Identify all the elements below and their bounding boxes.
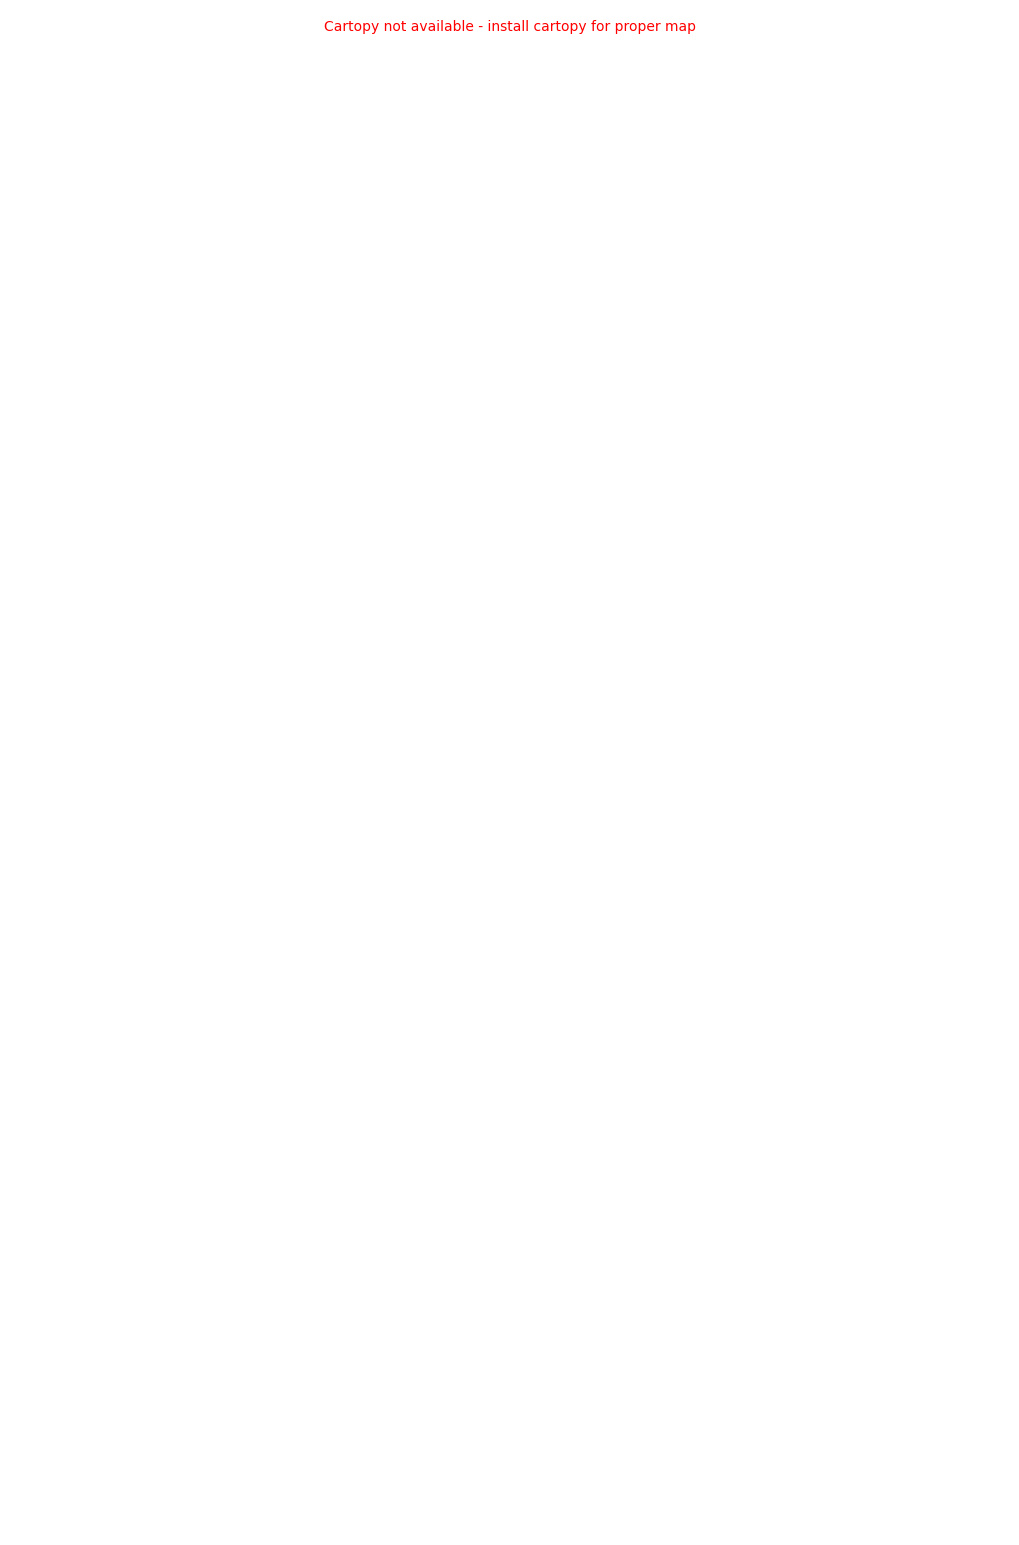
Text: Cartopy not available - install cartopy for proper map: Cartopy not available - install cartopy … bbox=[324, 20, 695, 34]
